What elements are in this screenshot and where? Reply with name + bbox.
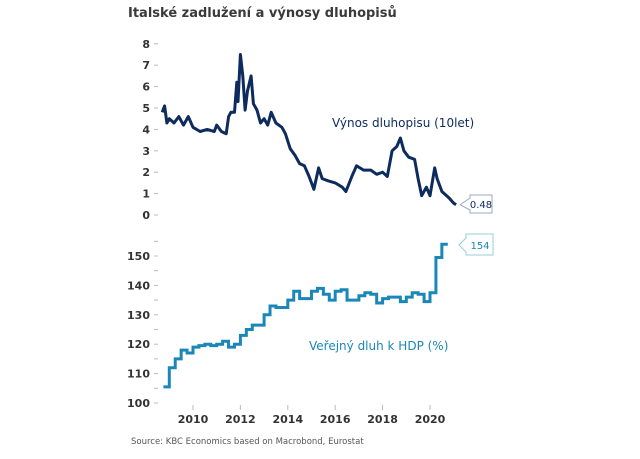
yield-end-label: 0.48 [470,200,492,211]
y-tick-label-debt: 110 [127,368,150,381]
y-tick-label-yield: 5 [142,102,150,115]
y-tick-label-debt: 120 [127,338,150,351]
x-tick-label: 2012 [225,413,256,426]
y-tick-label-debt: 100 [127,397,150,410]
debt-series-label: Veřejný dluh k HDP (%) [309,339,448,353]
y-tick-label-yield: 1 [142,188,150,201]
x-tick-label: 2016 [320,413,351,426]
chart-title: Italské zadlužení a výnosy dluhopisů [128,6,397,21]
y-tick-label-yield: 6 [142,81,150,94]
y-tick-label-debt: 140 [127,279,150,292]
y-tick-label-yield: 2 [142,166,150,179]
debt-end-label: 154 [470,241,489,252]
yield-end-callout [459,194,493,214]
x-tick-label: 2010 [178,413,209,426]
y-tick-label-yield: 4 [142,123,150,136]
source-note: Source: KBC Economics based on Macrobond… [131,437,364,447]
x-tick-label: 2018 [367,413,398,426]
y-tick-label-yield: 3 [142,145,150,158]
y-tick-label-yield: 0 [142,209,150,222]
y-tick-label-yield: 8 [142,38,150,51]
x-tick-label: 2014 [272,413,303,426]
debt-step-line [163,242,448,389]
yield-line [160,53,457,206]
yield-series-label: Výnos dluhopisu (10let) [332,116,474,130]
y-tick-label-debt: 150 [127,250,150,263]
x-tick-label: 2020 [415,413,446,426]
y-tick-label-debt: 130 [127,309,150,322]
y-tick-label-yield: 7 [142,59,150,72]
debt-end-callout [458,233,494,256]
